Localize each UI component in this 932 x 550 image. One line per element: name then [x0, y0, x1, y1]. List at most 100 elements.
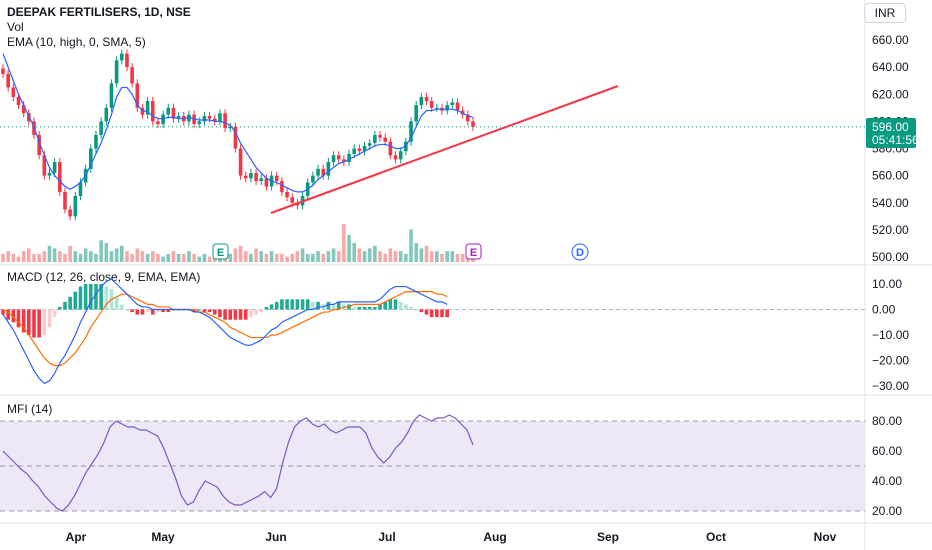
volume-bar — [383, 253, 387, 262]
volume-bar — [311, 253, 315, 262]
volume-bar — [16, 256, 21, 262]
macd-histogram-bar — [274, 301, 279, 310]
macd-histogram-bar — [1, 309, 5, 315]
candle-body — [409, 121, 413, 142]
macd-axis-label: 0.00 — [872, 303, 896, 317]
macd-histogram-bar — [388, 299, 393, 310]
volume-bar — [362, 251, 367, 262]
macd-histogram-bar — [130, 309, 134, 313]
candle-body — [171, 107, 176, 119]
volume-bar — [445, 251, 449, 262]
macd-histogram-bar — [73, 291, 78, 310]
volume-bar — [326, 251, 331, 262]
volume-bar — [58, 251, 62, 262]
macd-histogram-bar — [367, 306, 372, 310]
time-axis-label: May — [151, 530, 175, 544]
dividend-marker[interactable]: D — [571, 243, 589, 261]
candle-body — [176, 115, 181, 119]
macd-histogram-bar — [6, 309, 10, 320]
macd-histogram-bar — [166, 309, 171, 313]
volume-bar — [295, 251, 300, 262]
volume-bar — [68, 245, 72, 262]
candle-body — [11, 87, 16, 97]
volume-bar — [83, 248, 88, 262]
macd-histogram-bar — [114, 296, 119, 310]
macd-histogram-bar — [419, 309, 424, 313]
price-axis-label: 640.00 — [872, 60, 909, 74]
volume-bar — [1, 253, 5, 262]
earnings-marker[interactable]: E — [212, 243, 229, 260]
volume-bar — [104, 243, 109, 262]
macd-title: MACD (12, 26, close, 9, EMA, EMA) — [7, 270, 200, 284]
macd-histogram-bar — [378, 304, 382, 310]
volume-bar — [161, 256, 165, 262]
countdown-label: 05:41:56 — [872, 133, 919, 147]
macd-histogram-bar — [202, 309, 207, 313]
volume-bar — [455, 253, 460, 262]
mfi-line — [2, 414, 474, 512]
candle-body — [352, 148, 357, 154]
volume-pane — [1, 224, 475, 262]
volume-bar — [342, 224, 346, 262]
last-price-label: 596.00 — [872, 120, 909, 134]
price-pane[interactable] — [0, 49, 865, 221]
volume-bar — [352, 243, 357, 262]
macd-histogram-bar — [99, 284, 103, 310]
volume-bar — [331, 248, 336, 262]
earnings-marker[interactable]: E — [465, 243, 482, 260]
volume-bar — [197, 256, 202, 262]
volume-bar — [259, 251, 264, 262]
macd-histogram-bar — [249, 309, 253, 318]
volume-bar — [119, 245, 124, 262]
macd-pane[interactable] — [0, 278, 865, 385]
candle-body — [130, 67, 134, 84]
volume-bar — [192, 253, 196, 262]
macd-histogram-bar — [435, 309, 439, 318]
currency-button[interactable]: INR — [864, 3, 906, 23]
macd-histogram-bar — [383, 301, 387, 310]
candle-body — [414, 105, 418, 122]
candle-body — [21, 105, 26, 114]
mfi-pane[interactable] — [0, 414, 865, 512]
macd-histogram-bar — [259, 309, 264, 313]
volume-bar — [89, 251, 93, 262]
candle-body — [383, 137, 387, 142]
volume-bar — [114, 248, 119, 262]
volume-bar — [171, 251, 176, 262]
macd-histogram-bar — [150, 309, 155, 315]
candle-body — [274, 175, 279, 182]
macd-histogram-bar — [42, 309, 47, 335]
candle-body — [336, 155, 341, 160]
macd-axis-label: −10.00 — [872, 328, 909, 342]
volume-bar — [274, 253, 279, 262]
macd-histogram-bar — [47, 309, 52, 328]
volume-bar — [264, 253, 269, 262]
price-axis-label: 620.00 — [872, 87, 909, 101]
candle-body — [125, 53, 129, 68]
macd-histogram-bar — [316, 301, 320, 310]
volume-bar — [156, 253, 160, 262]
volume-bar — [135, 248, 140, 262]
macd-histogram-bar — [21, 309, 26, 333]
macd-histogram-bar — [269, 304, 274, 310]
volume-bar — [32, 253, 36, 262]
volume-bar — [254, 248, 258, 262]
candle-body — [435, 107, 439, 109]
mfi-axis-label: 20.00 — [872, 504, 902, 518]
vol-legend: Vol — [7, 20, 24, 34]
macd-histogram-bar — [362, 306, 367, 310]
candle-body — [202, 115, 207, 122]
mfi-axis-label: 80.00 — [872, 414, 902, 428]
price-axis-label: 520.00 — [872, 223, 909, 237]
volume-bar — [378, 251, 382, 262]
volume-bar — [21, 251, 26, 262]
macd-histogram-bar — [290, 299, 295, 310]
symbol-title: DEEPAK FERTILISERS, 1D, NSE — [7, 5, 191, 19]
volume-bar — [414, 243, 418, 262]
volume-bar — [140, 251, 145, 262]
candle-body — [259, 178, 264, 182]
candle-body — [326, 162, 331, 176]
time-axis-label: Nov — [814, 530, 837, 544]
macd-histogram-bar — [197, 309, 202, 311]
